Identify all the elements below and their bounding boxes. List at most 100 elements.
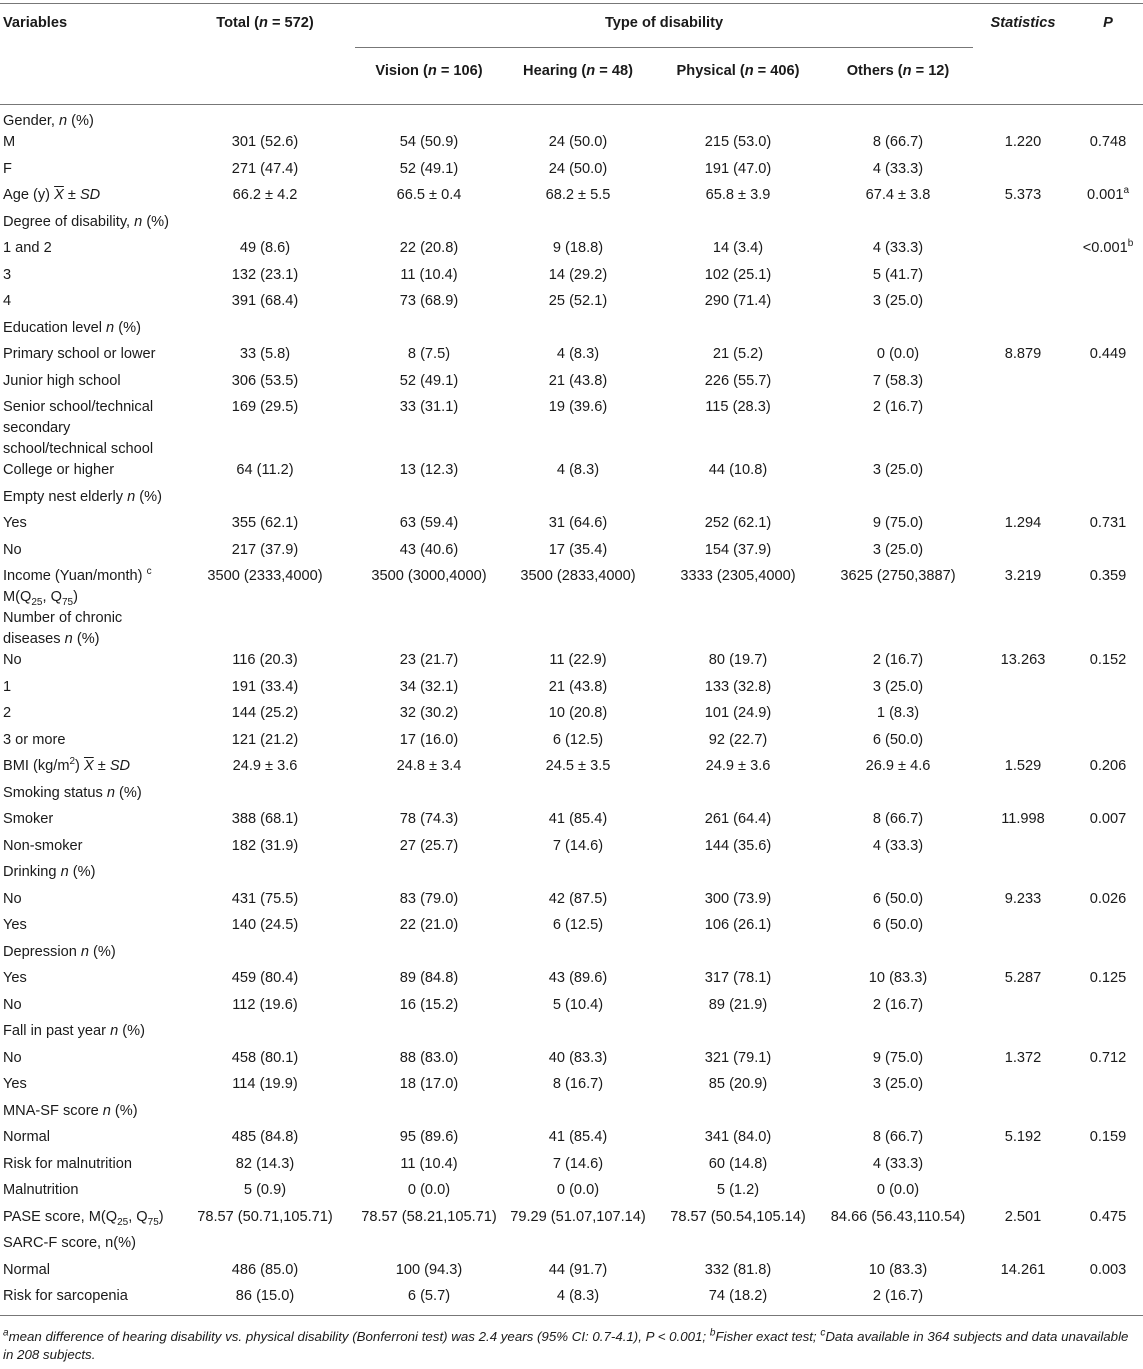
- cell-physical: [653, 942, 823, 969]
- table-body: Gender, n (%) M 301 (52.6) 54 (50.9) 24 (50.…: [0, 105, 1143, 1316]
- cell-physical: 115 (28.3): [705, 399, 771, 415]
- table-row: No 217 (37.9) 43 (40.6) 17 (35.4) 154 (37.9)…: [0, 540, 1143, 567]
- cell-vision: [355, 942, 503, 969]
- cell-p: [1073, 397, 1143, 460]
- cell-p: 0.712: [1089, 1049, 1127, 1066]
- row-label: 1 and 2: [3, 240, 52, 256]
- cell-hearing: 21 (43.8): [548, 678, 608, 695]
- cell-total: 486 (85.0): [231, 1261, 299, 1278]
- cell-others: 84.66 (56.43,110.54): [830, 1208, 966, 1225]
- physical-header: Physical (n = 406): [676, 63, 800, 79]
- cell-total: 144 (25.2): [231, 705, 299, 721]
- cell-physical: 92 (22.7): [708, 731, 768, 748]
- cell-hearing: [503, 608, 653, 650]
- cell-total: 388 (68.1): [231, 811, 299, 827]
- cell-p: [1073, 460, 1143, 487]
- row-label: Depression n (%): [3, 943, 116, 960]
- cell-vision: 95 (89.6): [399, 1129, 459, 1145]
- variables-header: Variables: [3, 15, 68, 31]
- cell-stat: [973, 291, 1073, 318]
- cell-physical: 85 (20.9): [708, 1076, 768, 1092]
- cell-total: 191 (33.4): [231, 678, 299, 695]
- table-row: 3 or more 121 (21.2) 17 (16.0) 6 (12.5) 92 (…: [0, 730, 1143, 757]
- cell-vision: 8 (7.5): [407, 346, 451, 362]
- cell-hearing: 7 (14.6): [552, 1155, 604, 1172]
- table-row: Senior school/technical secondary school…: [0, 397, 1143, 460]
- cell-stat: 8.879: [1004, 346, 1042, 362]
- cell-physical: 300 (73.9): [704, 890, 772, 907]
- cell-vision: 22 (21.0): [399, 917, 459, 933]
- cell-physical: 133 (32.8): [704, 678, 772, 695]
- cell-p: 0.731: [1089, 515, 1127, 531]
- table-row: 4 391 (68.4) 73 (68.9) 25 (52.1) 290 (71.4) 3…: [0, 291, 1143, 318]
- row-label: No: [3, 890, 22, 907]
- cell-stat: [973, 540, 1073, 567]
- cell-vision: 88 (83.0): [399, 1049, 459, 1066]
- cell-vision: [355, 862, 503, 889]
- cell-vision: 100 (94.3): [395, 1261, 463, 1278]
- cell-physical: [653, 212, 823, 239]
- cell-vision: 89 (84.8): [399, 970, 459, 986]
- cell-p: [1073, 1233, 1143, 1260]
- cell-others: 3 (25.0): [872, 462, 924, 478]
- cell-vision: 13 (12.3): [399, 462, 459, 478]
- cell-physical: 261 (64.4): [704, 811, 772, 827]
- row-label: M: [3, 134, 16, 150]
- row-label: BMI (kg/m2) X ± SD: [3, 756, 131, 774]
- cell-others: [823, 942, 973, 969]
- cell-others: 2 (16.7): [872, 1288, 924, 1304]
- cell-others: 3 (25.0): [872, 1076, 924, 1092]
- cell-others: [823, 487, 973, 514]
- cell-total: 182 (31.9): [231, 837, 299, 854]
- cell-hearing: [503, 1101, 653, 1128]
- cell-stat: [973, 1154, 1073, 1181]
- table-row: College or higher 64 (11.2) 13 (12.3) 4 (8.…: [0, 460, 1143, 487]
- cell-physical: 3333 (2305,4000): [680, 568, 796, 584]
- cell-total: [175, 487, 355, 514]
- cell-p: [1073, 159, 1143, 186]
- row-label: Risk for sarcopenia: [3, 1288, 128, 1304]
- total-header: Total (n = 572): [216, 15, 314, 31]
- cell-stat: [973, 212, 1073, 239]
- cell-stat: [973, 371, 1073, 398]
- row-label: Fall in past year n (%): [3, 1023, 145, 1039]
- cell-hearing: 31 (64.6): [548, 515, 608, 531]
- cell-stat: 3.219: [1004, 568, 1042, 584]
- table-row: No 116 (20.3) 23 (21.7) 11 (22.9) 80 (19.7) 2…: [0, 650, 1143, 677]
- cell-physical: [653, 1021, 823, 1048]
- cell-others: 4 (33.3): [872, 160, 924, 177]
- row-label: Gender, n (%): [3, 113, 94, 129]
- cell-others: 6 (50.0): [872, 890, 924, 907]
- cell-p: [1073, 1154, 1143, 1181]
- cell-total: 86 (15.0): [235, 1288, 295, 1304]
- cell-vision: 78 (74.3): [399, 811, 459, 827]
- row-label: 2: [3, 705, 12, 721]
- cell-total: [175, 942, 355, 969]
- cell-total: [175, 862, 355, 889]
- cell-stat: 9.233: [1004, 890, 1042, 907]
- cell-others: 2 (16.7): [872, 996, 924, 1013]
- cell-physical: 102 (25.1): [704, 266, 772, 283]
- cell-p: 0.475: [1089, 1208, 1127, 1225]
- cell-others: [823, 783, 973, 810]
- cell-p: 0.449: [1089, 346, 1127, 362]
- cell-physical: 321 (79.1): [704, 1049, 772, 1066]
- cell-physical: 191 (47.0): [704, 160, 772, 177]
- cell-physical: 101 (24.9): [704, 705, 772, 721]
- cell-vision: 6 (5.7): [407, 1288, 451, 1304]
- table-row: Junior high school 306 (53.5) 52 (49.1) 21 …: [0, 371, 1143, 398]
- cell-vision: 52 (49.1): [399, 372, 459, 389]
- cell-p: 0.001a: [1086, 185, 1130, 203]
- cell-total: 271 (47.4): [231, 160, 299, 177]
- footnote-c: Data available in 364 subjects and data …: [3, 1329, 1129, 1362]
- cell-p: 0.007: [1089, 811, 1127, 827]
- cell-vision: 78.57 (58.21,105.71): [361, 1208, 497, 1225]
- cell-total: 169 (29.5): [231, 399, 299, 415]
- cell-vision: 11 (10.4): [400, 1155, 458, 1172]
- row-label: 3: [3, 266, 12, 283]
- cell-p: [1073, 371, 1143, 398]
- cell-hearing: [503, 212, 653, 239]
- cell-vision: [355, 783, 503, 810]
- cell-stat: 5.287: [1004, 970, 1042, 986]
